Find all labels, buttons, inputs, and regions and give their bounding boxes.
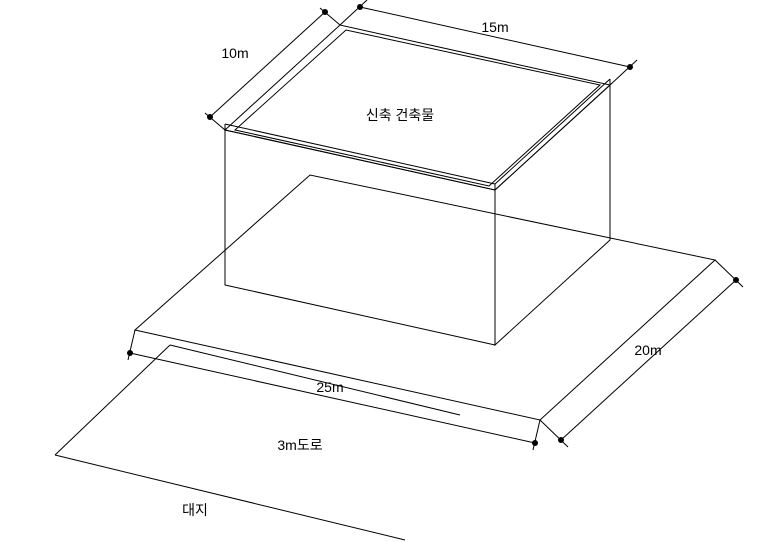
dim-ext-2 bbox=[715, 260, 743, 287]
site-label: 대지 bbox=[182, 502, 208, 518]
dim-dot-2 bbox=[627, 64, 633, 70]
dim-dot-2 bbox=[532, 440, 538, 446]
dim-building-depth-label: 10m bbox=[221, 45, 248, 61]
dim-lot-width-label: 25m bbox=[316, 379, 343, 395]
building-label: 신축 건축물 bbox=[366, 107, 434, 123]
dim-dot-1 bbox=[357, 4, 363, 10]
lot-outline bbox=[135, 175, 715, 420]
dim-dot-1 bbox=[207, 114, 213, 120]
building-block bbox=[225, 25, 610, 345]
diagram-canvas: 신축 건축물 15m 10m 25m 20m 3m도로 대지 bbox=[0, 0, 768, 542]
dim-line bbox=[360, 7, 630, 67]
dim-dot-2 bbox=[733, 277, 739, 283]
road-label: 3m도로 bbox=[277, 437, 322, 453]
site-plate bbox=[55, 345, 460, 540]
dim-ext-1 bbox=[540, 420, 568, 447]
dim-building-depth bbox=[205, 8, 340, 130]
dim-lot-depth-label: 20m bbox=[634, 342, 661, 358]
dim-line bbox=[561, 280, 736, 440]
dim-building-width bbox=[340, 0, 637, 85]
parapet-front-top bbox=[225, 124, 495, 184]
dim-building-width-label: 15m bbox=[481, 19, 508, 35]
building-front-face bbox=[225, 130, 495, 345]
parapet-right-top bbox=[495, 79, 610, 184]
dim-line bbox=[130, 353, 535, 443]
dim-dot-2 bbox=[322, 9, 328, 15]
dim-dot-1 bbox=[558, 437, 564, 443]
building-right-face bbox=[495, 85, 610, 345]
site-edge-front bbox=[55, 455, 405, 540]
dim-dot-1 bbox=[127, 350, 133, 356]
lot-plate bbox=[135, 175, 715, 420]
site-edge-left bbox=[55, 345, 170, 455]
site-edge-back-partial bbox=[170, 345, 460, 415]
dim-ext-1b bbox=[340, 0, 367, 25]
